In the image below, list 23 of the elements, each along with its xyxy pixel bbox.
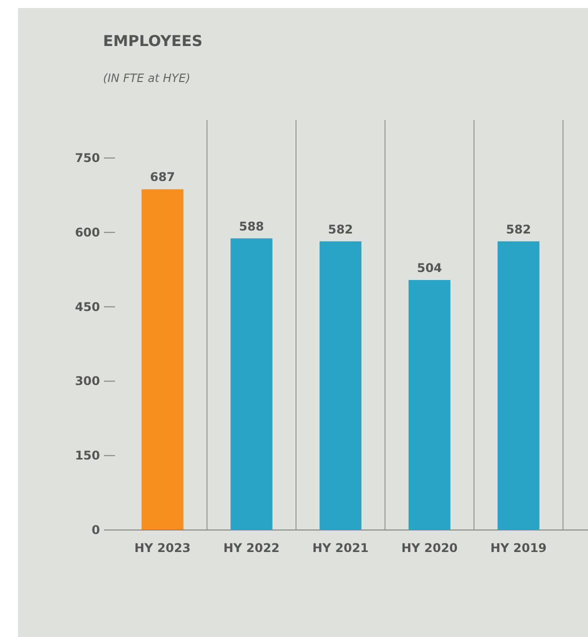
bar [408,280,450,530]
data-label: 582 [328,222,354,236]
y-tick-label: 750 [74,151,100,165]
x-tick-label: HY 2023 [134,541,191,555]
y-tick-label: 0 [92,523,100,537]
y-tick-label: 150 [74,448,100,463]
bar [142,189,184,530]
bar [320,241,362,530]
bar [230,238,272,530]
x-tick-label: HY 2020 [401,541,458,555]
chart-title: EMPLOYEES [103,32,203,50]
bar [498,241,540,530]
data-label: 588 [238,219,264,234]
y-tick-label: 300 [74,374,100,388]
data-label: 504 [416,261,442,276]
data-label: 687 [150,170,176,184]
x-tick-label: HY 2019 [490,541,547,555]
y-tick-label: 450 [74,300,100,314]
data-label: 582 [506,222,532,236]
chart-subtitle: (IN FTE at HYE) [103,71,190,85]
x-tick-label: HY 2022 [223,541,280,555]
x-tick-label: HY 2021 [312,541,369,555]
y-tick-label: 600 [74,225,100,240]
